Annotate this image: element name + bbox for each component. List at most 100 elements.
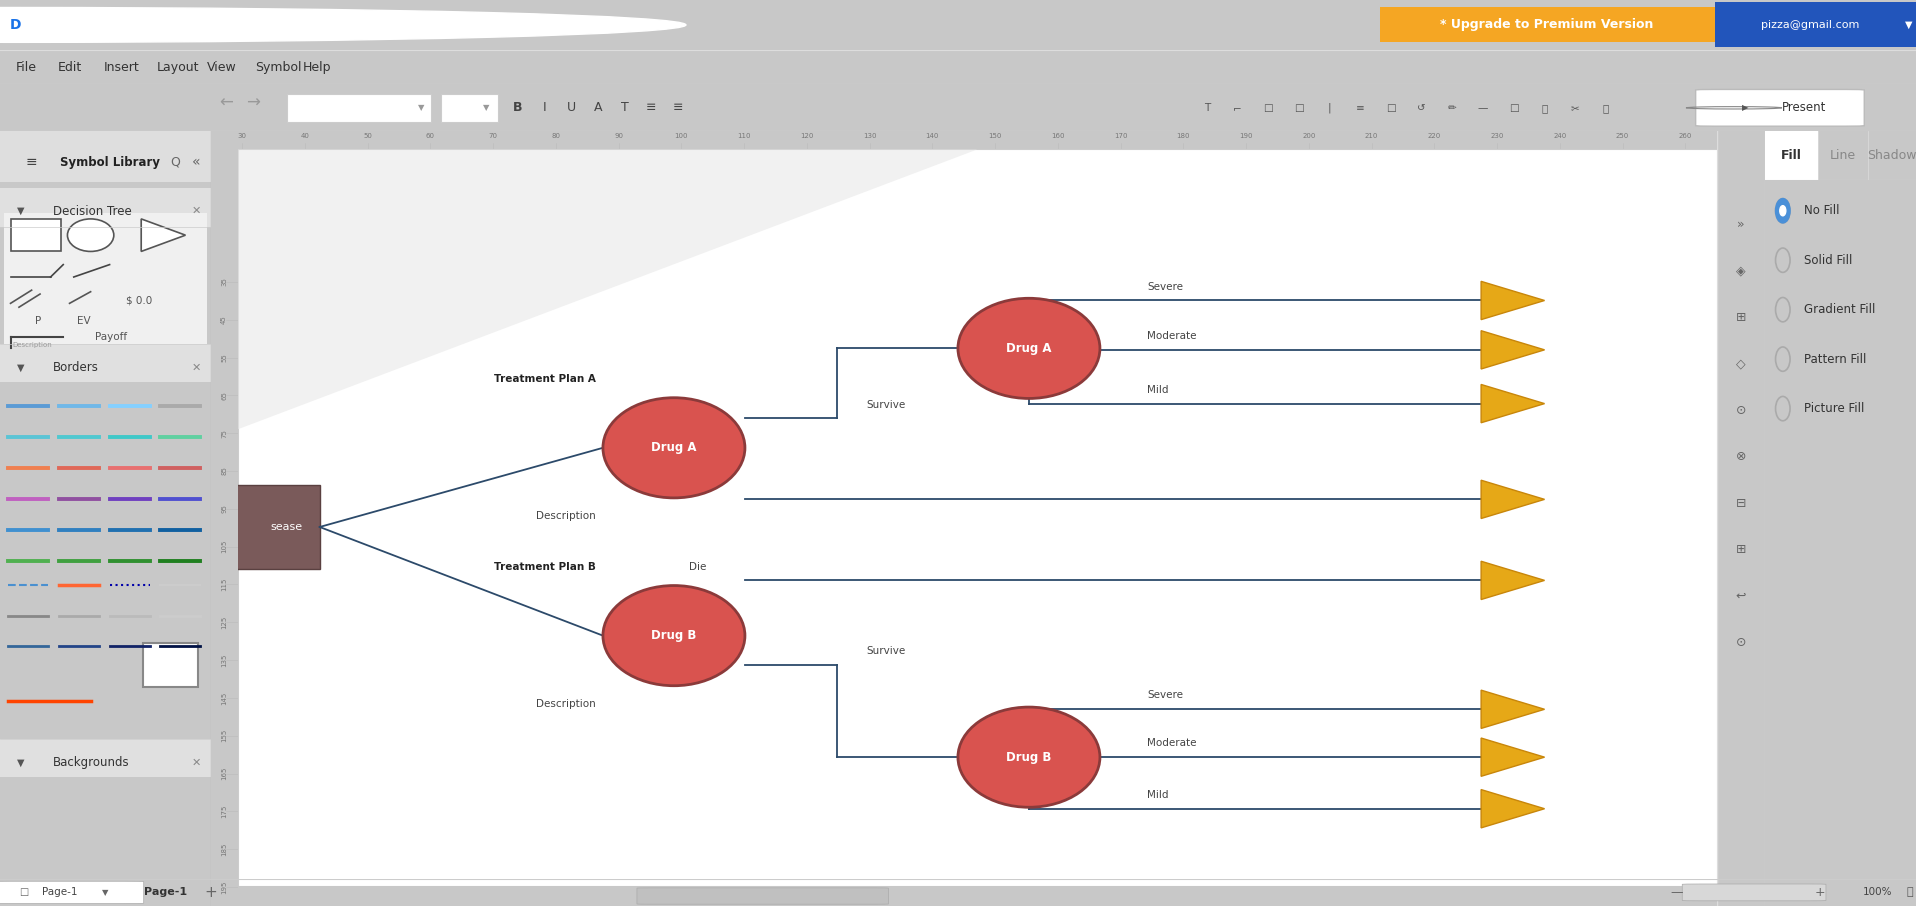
Text: View: View [207,61,238,73]
Text: Die: Die [688,562,707,572]
Text: —: — [1671,886,1682,899]
Text: Symbol: Symbol [255,61,301,73]
Text: 🔍: 🔍 [1602,102,1609,113]
Text: ◇: ◇ [1736,357,1745,371]
Text: 115: 115 [220,578,228,592]
Text: 100%: 100% [1862,887,1891,898]
Text: 80: 80 [552,133,559,140]
Polygon shape [1481,561,1544,600]
Text: ↩: ↩ [1736,590,1745,602]
Text: T: T [621,101,628,114]
Text: Mild: Mild [1148,385,1169,395]
Text: 175: 175 [220,805,228,818]
FancyBboxPatch shape [1715,3,1916,47]
Text: Die: Die [688,480,707,490]
FancyBboxPatch shape [238,149,1717,886]
Text: Edit: Edit [57,61,82,73]
Text: 145: 145 [220,691,228,705]
Text: 45: 45 [220,315,228,324]
Polygon shape [1481,384,1544,423]
Ellipse shape [604,585,745,686]
Text: ⊙: ⊙ [1736,636,1745,649]
Ellipse shape [604,398,745,498]
Text: 90: 90 [615,133,623,140]
Text: Insert: Insert [103,61,140,73]
Text: ⌐: ⌐ [1234,102,1242,113]
Text: pizza@gmail.com: pizza@gmail.com [1761,20,1860,30]
Text: $ 0.0: $ 0.0 [126,295,153,305]
FancyBboxPatch shape [144,643,197,687]
Circle shape [1780,206,1786,216]
Text: 155: 155 [220,729,228,742]
Text: Moderate: Moderate [1148,738,1198,748]
Text: 70: 70 [489,133,498,140]
Text: Solid Fill: Solid Fill [1805,254,1853,266]
Text: ⛶: ⛶ [1906,887,1914,898]
Text: →: → [245,94,261,112]
Text: ◈: ◈ [1736,265,1745,277]
Text: 160: 160 [1052,133,1065,140]
Text: 40: 40 [301,133,308,140]
Circle shape [1776,198,1790,223]
Text: 35: 35 [220,277,228,286]
Text: U: U [567,101,575,114]
Text: 150: 150 [989,133,1002,140]
Text: Treatment Plan B: Treatment Plan B [494,562,596,572]
Text: Line: Line [1830,149,1857,162]
Text: ⊟: ⊟ [1736,496,1745,510]
Polygon shape [238,149,977,429]
FancyBboxPatch shape [1765,131,1818,180]
Text: Drug A: Drug A [651,441,697,454]
Text: Q: Q [171,156,180,169]
Polygon shape [1481,738,1544,776]
Text: 240: 240 [1554,133,1567,140]
Text: * Upgrade to Premium Version: * Upgrade to Premium Version [1441,18,1654,32]
Text: Picture Fill: Picture Fill [1805,402,1864,415]
Text: ⊗: ⊗ [1736,450,1745,463]
Text: Description: Description [536,699,596,709]
FancyBboxPatch shape [636,888,889,904]
Text: Drug A: Drug A [1006,342,1052,355]
Text: »: » [1738,217,1744,231]
FancyBboxPatch shape [0,344,211,381]
Text: 55: 55 [220,353,228,361]
Text: 230: 230 [1491,133,1504,140]
Text: Moderate: Moderate [1148,331,1198,341]
Text: ←: ← [218,94,234,112]
FancyBboxPatch shape [0,131,211,182]
Text: Layout: Layout [157,61,199,73]
Text: ▶: ▶ [1742,103,1747,112]
Text: Borders: Borders [52,361,98,374]
Text: ▼: ▼ [418,103,425,112]
FancyBboxPatch shape [0,882,144,903]
Text: Drug B: Drug B [1006,751,1052,764]
Text: ⊞: ⊞ [1736,311,1745,323]
Text: Decision Tree: Decision Tree [52,205,132,217]
FancyBboxPatch shape [224,485,320,569]
Text: EV: EV [77,316,92,326]
Text: ≡: ≡ [1357,102,1364,113]
Text: ▼: ▼ [17,362,25,372]
Polygon shape [1481,789,1544,828]
Text: □: □ [19,887,29,898]
Text: I: I [542,101,546,114]
Text: +: + [1814,886,1826,899]
Circle shape [0,7,686,43]
Text: B: B [513,101,521,114]
Text: Page-1: Page-1 [42,887,79,898]
Ellipse shape [67,219,113,252]
Text: □: □ [1293,102,1305,113]
Text: 60: 60 [425,133,435,140]
FancyBboxPatch shape [441,93,498,122]
Text: ✕: ✕ [192,757,201,767]
Text: ✕: ✕ [192,362,201,372]
Text: ▼: ▼ [17,207,25,217]
Text: ✏: ✏ [1448,102,1456,113]
Text: 105: 105 [220,540,228,554]
FancyBboxPatch shape [287,93,431,122]
FancyBboxPatch shape [4,213,207,348]
Text: ≡: ≡ [25,155,38,169]
Text: A: A [594,101,602,114]
Text: 250: 250 [1615,133,1629,140]
FancyBboxPatch shape [1380,7,1715,43]
